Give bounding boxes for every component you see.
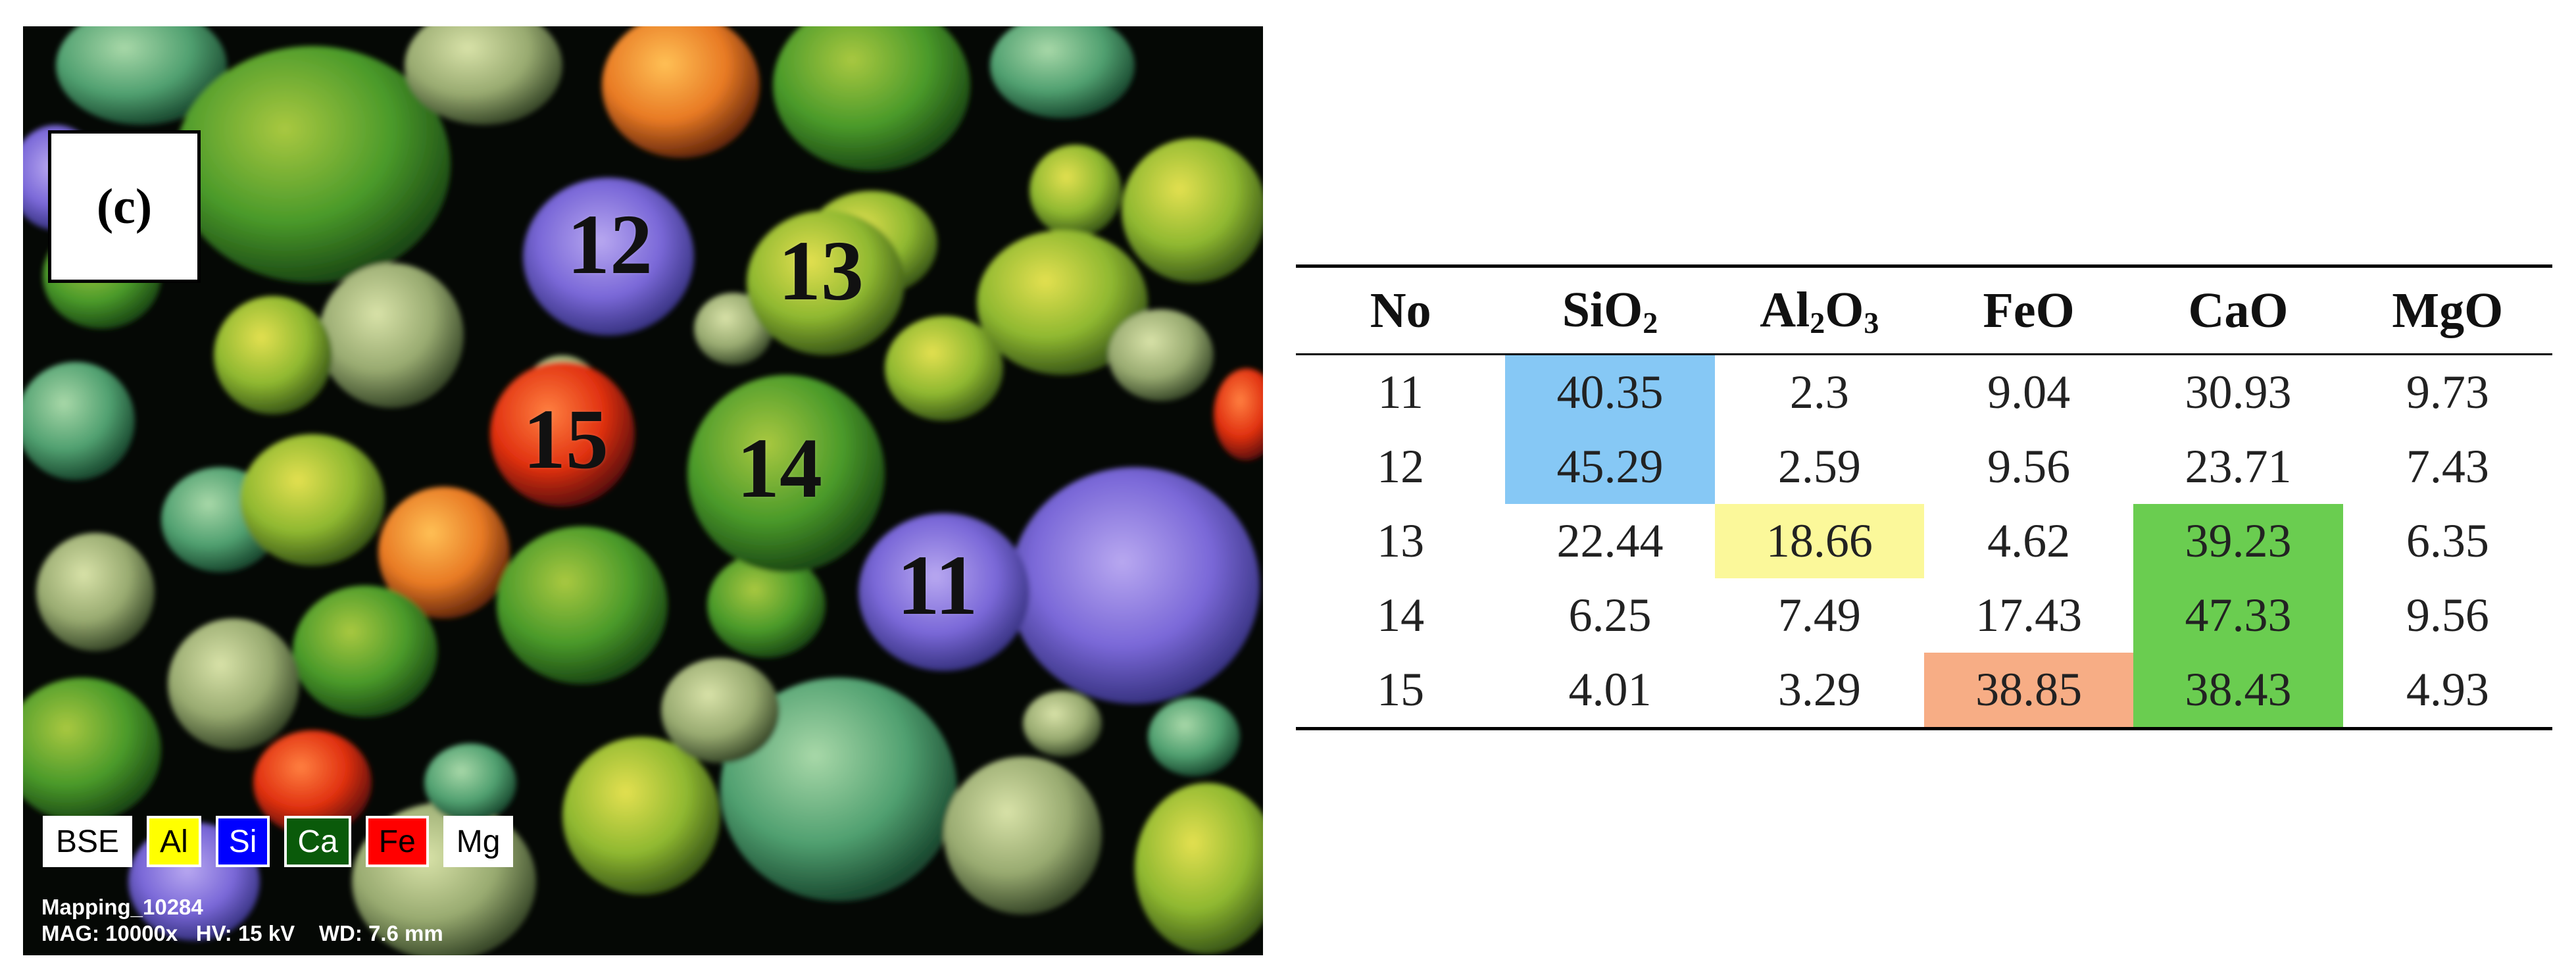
legend-item-ca: Ca	[284, 816, 351, 867]
particle-label-14: 14	[737, 421, 822, 516]
table-cell: 9.73	[2406, 366, 2489, 418]
table-cell: 23.71	[2185, 440, 2292, 493]
table-cell: 6.25	[1568, 589, 1652, 641]
table-cell: 39.23	[2133, 504, 2343, 578]
legend-item-bse: BSE	[43, 816, 133, 867]
element-legend: BSE Al Si Ca Fe Mg	[43, 816, 514, 867]
column-header-subscript: 2	[1810, 305, 1825, 339]
column-header-2: Al2O3	[1715, 266, 1924, 355]
legend-item-mg: Mg	[443, 816, 514, 867]
table-cell: 9.56	[1987, 440, 2071, 493]
column-header-text: No	[1370, 282, 1431, 338]
column-header-0: No	[1296, 266, 1505, 355]
table-cell: 13	[1377, 514, 1425, 567]
legend-item-si: Si	[215, 816, 270, 867]
column-header-text: SiO	[1562, 282, 1643, 338]
table-cell: 15	[1377, 663, 1425, 716]
particle-label-13: 13	[778, 224, 864, 318]
table-cell: 38.85	[1923, 653, 2134, 729]
table-cell: 45.29	[1505, 430, 1715, 504]
composition-table-container: No SiO2 Al2O3 FeO CaO MgO 11 40.35 2.3 9.04 30.93…	[1296, 264, 2552, 730]
table-row: 14 6.25 7.49 17.43 47.33 9.56	[1296, 578, 2552, 653]
table-cell: 40.35	[1505, 354, 1715, 430]
table-cell: 18.66	[1714, 504, 1924, 578]
eds-mapping-image: (c) 12 13 15 14 11 BSE Al Si Ca Fe Mg Mapping…	[23, 26, 1263, 955]
table-cell: 9.56	[2406, 589, 2489, 641]
legend-item-al: Al	[147, 816, 201, 867]
table-cell: 11	[1377, 366, 1424, 418]
table-cell: 17.43	[1975, 589, 2083, 641]
table-cell: 9.04	[1987, 366, 2071, 418]
column-header-3: FeO	[1924, 266, 2133, 355]
particle-label-15: 15	[523, 392, 608, 487]
acquisition-parameters: MAG: 10000x HV: 15 kV WD: 7.6 mm	[41, 921, 443, 945]
mapping-id: Mapping_10284	[41, 895, 203, 919]
table-row: 12 45.29 2.59 9.56 23.71 7.43	[1296, 430, 2552, 504]
column-header-5: MgO	[2343, 266, 2552, 355]
column-header-1: SiO2	[1505, 266, 1714, 355]
legend-item-fe: Fe	[365, 816, 429, 867]
table-cell: 2.59	[1777, 440, 1861, 493]
table-cell: 38.43	[2133, 653, 2343, 729]
column-header-text: CaO	[2188, 282, 2289, 338]
column-header-text: MgO	[2392, 282, 2504, 338]
table-cell: 6.35	[2406, 514, 2489, 567]
table-cell: 4.62	[1987, 514, 2071, 567]
column-header-subscript: 3	[1864, 305, 1879, 339]
column-header-text: O	[1825, 282, 1864, 338]
oxide-composition-table: No SiO2 Al2O3 FeO CaO MgO 11 40.35 2.3 9.04 30.93…	[1296, 264, 2552, 730]
table-cell: 30.93	[2185, 366, 2292, 418]
particle-map	[23, 26, 1263, 955]
table-row: 11 40.35 2.3 9.04 30.93 9.73	[1296, 354, 2552, 430]
table-cell: 3.29	[1777, 663, 1861, 716]
particle-label-11: 11	[897, 538, 978, 633]
column-header-4: CaO	[2133, 266, 2342, 355]
table-header-row: No SiO2 Al2O3 FeO CaO MgO	[1296, 266, 2552, 355]
table-cell: 12	[1377, 440, 1425, 493]
table-row: 15 4.01 3.29 38.85 38.43 4.93	[1296, 653, 2552, 729]
column-header-text: Al	[1760, 282, 1810, 338]
table-body: 11 40.35 2.3 9.04 30.93 9.73 12 45.29 2.59 9.56 23…	[1296, 354, 2552, 729]
table-cell: 4.01	[1568, 663, 1652, 716]
table-cell: 47.33	[2133, 578, 2343, 653]
panel-label: (c)	[48, 130, 201, 283]
table-cell: 22.44	[1556, 514, 1664, 567]
table-row: 13 22.44 18.66 4.62 39.23 6.35	[1296, 504, 2552, 578]
column-header-text: FeO	[1983, 282, 2075, 338]
table-cell: 14	[1377, 589, 1425, 641]
particle-label-12: 12	[567, 197, 653, 292]
table-cell: 7.43	[2406, 440, 2489, 493]
column-header-subscript: 2	[1643, 305, 1658, 339]
table-cell: 7.49	[1777, 589, 1861, 641]
table-cell: 4.93	[2406, 663, 2489, 716]
table-cell: 2.3	[1789, 366, 1849, 418]
